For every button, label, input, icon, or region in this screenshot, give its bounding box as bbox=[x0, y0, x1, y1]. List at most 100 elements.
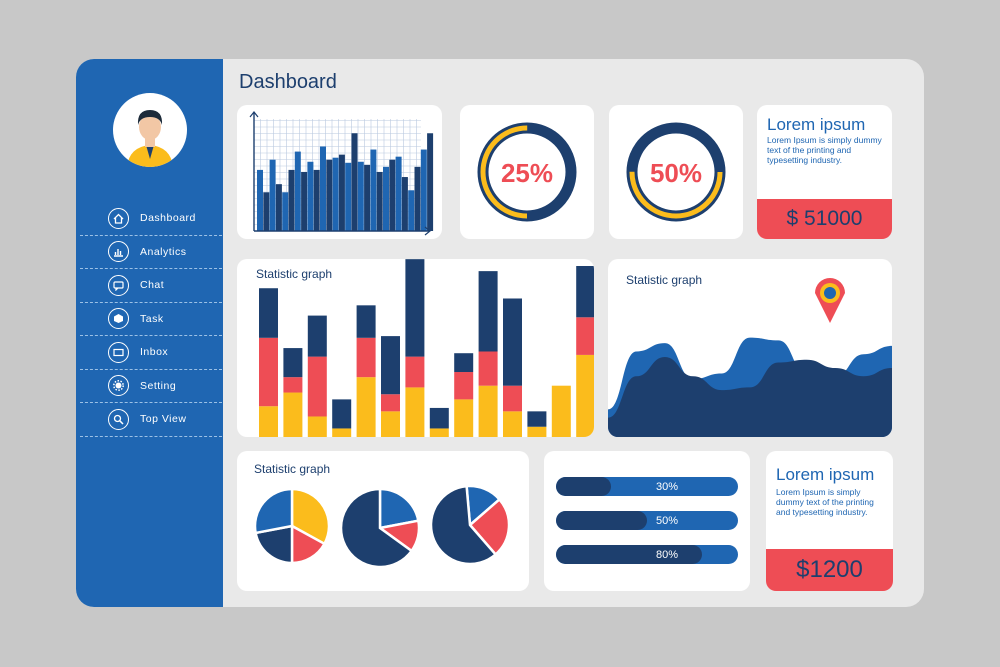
stacked-bar-segment bbox=[478, 271, 498, 352]
bar bbox=[307, 161, 314, 231]
stacked-bar-segment bbox=[478, 351, 498, 386]
dashboard-window: Dashboard Analytics Chat Task bbox=[76, 59, 924, 607]
stacked-bar-segment bbox=[551, 385, 571, 437]
card-title: Statistic graph bbox=[626, 273, 703, 287]
pie-slice bbox=[468, 497, 511, 557]
bar bbox=[257, 169, 263, 231]
price-value: $ 51000 bbox=[786, 207, 863, 230]
stacked-bar-segment bbox=[527, 426, 547, 437]
stacked-bar-segment bbox=[356, 337, 376, 378]
search-icon bbox=[108, 408, 129, 430]
info-card-heading: Lorem ipsum bbox=[776, 465, 875, 484]
progress-fill bbox=[556, 477, 611, 496]
avatar[interactable] bbox=[113, 93, 187, 167]
progress-bar-80: 80% bbox=[556, 545, 738, 564]
stacked-bar-segment bbox=[332, 399, 352, 429]
donut-chart-25: 25% bbox=[477, 122, 577, 222]
bar bbox=[320, 146, 326, 231]
progress-label: 30% bbox=[655, 480, 679, 493]
sidebar-item-label: Top View bbox=[140, 413, 187, 426]
sidebar-item-label: Analytics bbox=[140, 245, 187, 258]
sidebar-item-analytics[interactable]: Analytics bbox=[80, 236, 222, 269]
gear-icon bbox=[108, 375, 129, 397]
bar bbox=[389, 159, 396, 231]
pie-charts-card[interactable]: Statistic graph bbox=[237, 451, 529, 591]
bar-chart-card[interactable] bbox=[237, 105, 442, 239]
page-title: Dashboard bbox=[239, 71, 337, 93]
pie-slice bbox=[254, 524, 294, 565]
bar bbox=[364, 164, 371, 231]
bar bbox=[282, 192, 289, 231]
info-card-revenue[interactable]: Lorem ipsum Lorem Ipsum is simply dummy … bbox=[757, 105, 892, 239]
bar bbox=[269, 159, 276, 231]
donut-arc bbox=[480, 125, 574, 219]
donut-arc bbox=[629, 125, 723, 219]
sidebar-item-label: Task bbox=[140, 312, 164, 325]
bar bbox=[275, 184, 282, 231]
pie-charts bbox=[253, 484, 511, 569]
sidebar-item-dashboard[interactable]: Dashboard bbox=[80, 202, 222, 236]
bar bbox=[370, 149, 377, 231]
sidebar-item-task[interactable]: Task bbox=[80, 303, 222, 336]
stacked-bar-segment bbox=[454, 399, 474, 437]
inbox-icon bbox=[108, 341, 129, 363]
bar bbox=[301, 171, 308, 231]
stacked-bar-segment bbox=[429, 407, 449, 429]
user-avatar-icon bbox=[127, 110, 173, 167]
donut-card-50[interactable]: 50% bbox=[609, 105, 743, 239]
bar bbox=[395, 156, 402, 231]
stacked-bar-segment bbox=[576, 354, 594, 437]
progress-label: 50% bbox=[655, 514, 679, 527]
sidebar-item-setting[interactable]: Setting bbox=[80, 370, 222, 403]
sidebar-item-inbox[interactable]: Inbox bbox=[80, 336, 222, 370]
stacked-bar-segment bbox=[332, 428, 352, 437]
stacked-bar-segment bbox=[454, 372, 474, 400]
task-icon bbox=[108, 308, 129, 330]
stacked-bar-card[interactable]: Statistic graph bbox=[237, 259, 594, 437]
sidebar-item-top-view[interactable]: Top View bbox=[80, 403, 222, 437]
stacked-bar-segment bbox=[283, 392, 303, 437]
donut-card-25[interactable]: 25% bbox=[460, 105, 594, 239]
bar bbox=[345, 162, 352, 231]
home-icon bbox=[108, 207, 129, 229]
bar bbox=[414, 166, 421, 231]
pie-slice bbox=[339, 487, 414, 569]
stacked-bar-chart bbox=[259, 259, 594, 437]
stacked-bar-segment bbox=[307, 315, 327, 357]
bar bbox=[338, 154, 345, 231]
info-card-amount[interactable]: Lorem ipsum Lorem Ipsum is simply dummy … bbox=[766, 451, 893, 591]
bar bbox=[263, 192, 270, 231]
pie-slice bbox=[378, 487, 420, 530]
analytics-icon bbox=[108, 241, 129, 263]
sidebar-item-chat[interactable]: Chat bbox=[80, 269, 222, 303]
area-chart bbox=[608, 278, 892, 437]
y-axis-arrow bbox=[249, 111, 259, 118]
donut-value-label: 25% bbox=[501, 158, 553, 188]
stacked-bar-segment bbox=[454, 353, 474, 373]
price-badge: $ 51000 bbox=[757, 199, 892, 239]
bar bbox=[351, 133, 358, 231]
sidebar-item-label: Dashboard bbox=[140, 212, 196, 225]
stacked-bar-segment bbox=[405, 356, 425, 388]
stacked-bar-segment bbox=[259, 337, 278, 407]
stacked-bar-segment bbox=[356, 377, 376, 437]
stacked-bar-segment bbox=[259, 288, 278, 338]
x-axis-arrow bbox=[424, 226, 431, 236]
bar bbox=[401, 177, 408, 231]
stacked-bar-segment bbox=[307, 416, 327, 437]
stacked-bar-segment bbox=[429, 428, 449, 437]
bar bbox=[420, 149, 427, 231]
bar bbox=[427, 133, 434, 231]
stacked-bar-segment bbox=[283, 377, 303, 393]
location-pin-icon bbox=[815, 278, 845, 323]
area-chart-card[interactable]: Statistic graph bbox=[608, 259, 892, 437]
info-card-text: Lorem Ipsum is simply dummy text of the … bbox=[776, 487, 874, 517]
progress-card[interactable]: 30% 50% 80% bbox=[544, 451, 750, 591]
stacked-bar-segment bbox=[503, 298, 522, 386]
stacked-bar-segment bbox=[381, 394, 400, 412]
progress-bar-50: 50% bbox=[556, 511, 738, 530]
stacked-bar-segment bbox=[307, 356, 327, 417]
stacked-bar-segment bbox=[527, 411, 547, 427]
stacked-bar-segment bbox=[478, 385, 498, 437]
price-value: $1200 bbox=[796, 556, 863, 583]
